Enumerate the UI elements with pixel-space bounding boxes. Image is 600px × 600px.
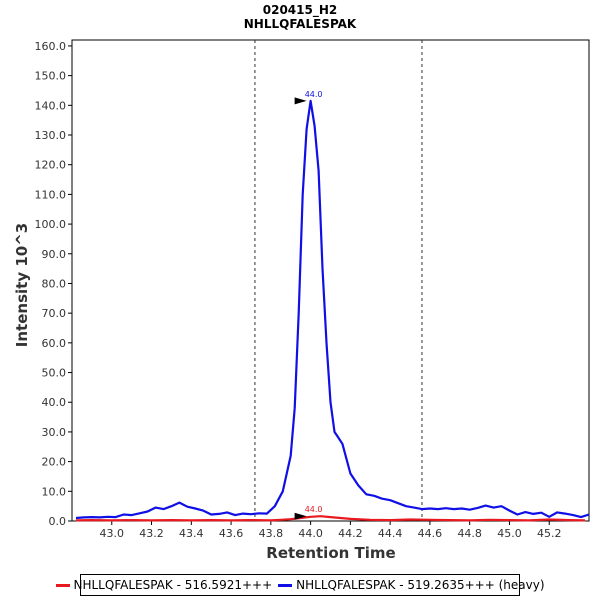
- legend: NHLLQFALESPAK - 516.5921+++ NHLLQFALESPA…: [55, 574, 545, 596]
- legend-swatch-heavy: [278, 583, 293, 587]
- x-tick-label: 43.8: [259, 527, 284, 540]
- y-tick-label: 50.0: [42, 367, 67, 380]
- legend-swatch-light: [55, 583, 70, 587]
- y-tick-label: 100.0: [35, 218, 67, 231]
- x-tick-label: 44.4: [378, 527, 403, 540]
- y-tick-label: 10.0: [42, 485, 67, 498]
- y-tick-label: 140.0: [35, 99, 67, 112]
- y-tick-label: 150.0: [35, 70, 67, 83]
- x-tick-label: 44.6: [418, 527, 443, 540]
- legend-label-heavy: NHLLQFALESPAK - 519.2635+++ (heavy): [296, 578, 545, 592]
- integration-boundaries: [254, 40, 423, 521]
- y-tick-label: 90.0: [42, 248, 67, 261]
- y-tick-label: 70.0: [42, 307, 67, 320]
- peak-annotations: 44.0 44.0: [294, 90, 323, 520]
- plot-area: [71, 39, 590, 522]
- series-layer: [75, 99, 590, 522]
- x-axis: 43.0 43.2 43.4 43.6 43.8 44.0 44.2 44.4 44.6 44.8…: [100, 521, 562, 540]
- y-tick-label: 60.0: [42, 337, 67, 350]
- x-tick-label: 43.2: [139, 527, 164, 540]
- y-tick-label: 40.0: [42, 396, 67, 409]
- peak-marker-icon: [294, 512, 307, 520]
- x-tick-label: 45.0: [497, 527, 522, 540]
- x-tick-label: 45.2: [537, 527, 562, 540]
- x-tick-label: 44.0: [298, 527, 323, 540]
- y-tick-label: 130.0: [35, 129, 67, 142]
- legend-label-light: NHLLQFALESPAK - 516.5921+++: [73, 578, 273, 592]
- x-tick-label: 44.8: [457, 527, 482, 540]
- peak-label: 44.0: [305, 90, 323, 99]
- x-tick-label: 43.6: [219, 527, 244, 540]
- y-tick-label: 20.0: [42, 456, 67, 469]
- series-line-heavy: [75, 99, 590, 520]
- y-axis-label: Intensity 10^3: [13, 223, 31, 347]
- x-tick-label: 43.4: [179, 527, 204, 540]
- chart-subtitle: NHLLQFALESPAK: [244, 17, 357, 31]
- chart-title: 020415_H2: [263, 3, 338, 18]
- y-tick-label: 0.0: [49, 515, 67, 528]
- y-tick-label: 30.0: [42, 426, 67, 439]
- legend-item-light: NHLLQFALESPAK - 516.5921+++: [55, 578, 273, 592]
- legend-item-heavy: NHLLQFALESPAK - 519.2635+++ (heavy): [278, 578, 545, 592]
- peak-label: 44.0: [305, 505, 323, 514]
- y-tick-label: 110.0: [35, 188, 67, 201]
- y-tick-label: 160.0: [35, 40, 67, 53]
- peak-marker-icon: [294, 97, 307, 105]
- y-tick-label: 120.0: [35, 159, 67, 172]
- y-tick-label: 80.0: [42, 277, 67, 290]
- x-axis-label: Retention Time: [266, 544, 395, 562]
- y-axis: 0.0 10.0 20.0 30.0 40.0 50.0 60.0 70.0 80.0 90.0 1…: [35, 40, 72, 528]
- x-tick-label: 43.0: [100, 527, 125, 540]
- x-tick-label: 44.2: [338, 527, 363, 540]
- series-line-light: [75, 515, 586, 522]
